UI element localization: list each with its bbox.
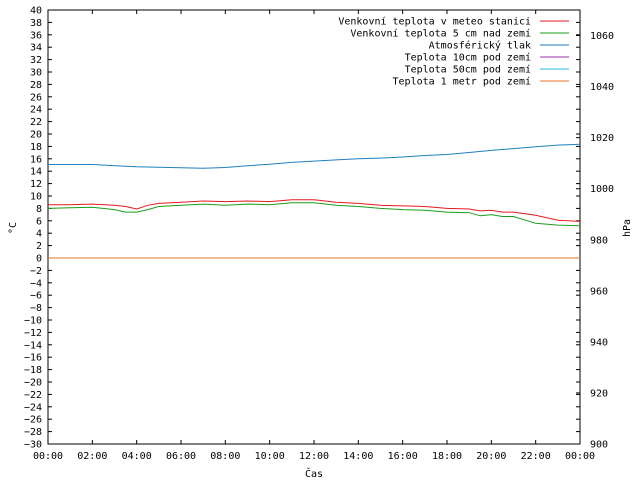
y-tick-label: −12 [24, 328, 42, 339]
y2-tick-label: 960 [590, 286, 608, 297]
y-axis-right: 900 920 940 960 980 1000 1020 1040 1060 [576, 31, 614, 451]
y-tick-label: 36 [30, 30, 42, 41]
y-tick-label: 14 [30, 167, 42, 178]
x-tick-label: 14:00 [343, 451, 373, 462]
legend: Venkovní teplota v meteo staniciVenkovní… [338, 16, 569, 88]
legend-label: Atmosférický tlak [429, 40, 531, 52]
y-tick-label: −20 [24, 378, 42, 389]
y-tick-label: 20 [30, 130, 42, 141]
y2-tick-label: 1000 [590, 184, 614, 195]
y-tick-label: 4 [36, 229, 42, 240]
y-tick-label: 28 [30, 80, 42, 91]
y-tick-label: 2 [36, 241, 42, 252]
x-tick-label: 04:00 [122, 451, 152, 462]
y-axis-left: −30−28−26−24−22−20−18−16−14−12−10−8−6−4−… [24, 6, 580, 451]
y-tick-label: −18 [24, 365, 42, 376]
y-axis-label: °C [8, 222, 19, 234]
x-tick-label: 00:00 [33, 451, 63, 462]
series-line-0 [48, 199, 581, 222]
y-tick-label: −2 [30, 266, 42, 277]
x-tick-label: 06:00 [166, 451, 196, 462]
series-lines [47, 143, 581, 259]
x-tick-label: 02:00 [77, 451, 107, 462]
legend-label: Venkovní teplota v meteo stanici [338, 16, 531, 28]
y-tick-label: −30 [24, 440, 42, 451]
x-tick-label: 22:00 [521, 451, 551, 462]
y-tick-label: −24 [24, 402, 42, 413]
y-tick-label: 38 [30, 18, 42, 29]
y-tick-label: 40 [30, 6, 42, 17]
x-axis: 00:00 02:00 04:00 06:00 08:00 10:00 12:00 14:00… [33, 10, 595, 462]
y-tick-label: −28 [24, 427, 42, 438]
y-tick-label: −14 [24, 340, 42, 351]
y2-tick-label: 1060 [590, 31, 614, 42]
y-tick-label: 10 [30, 192, 42, 203]
y2-tick-label: 900 [590, 440, 608, 451]
x-tick-label: 08:00 [210, 451, 240, 462]
y-tick-label: −10 [24, 316, 42, 327]
y2-tick-label: 1020 [590, 133, 614, 144]
legend-label: Teplota 50cm pod zemí [405, 64, 531, 76]
y-tick-label: 18 [30, 142, 42, 153]
y2-tick-label: 940 [590, 337, 608, 348]
y2-tick-label: 980 [590, 235, 608, 246]
y-tick-label: 24 [30, 105, 42, 116]
y-tick-label: −6 [30, 291, 42, 302]
y-tick-label: 30 [30, 68, 42, 79]
series-line-2 [48, 143, 581, 169]
y-tick-label: −16 [24, 353, 42, 364]
x-tick-label: 10:00 [255, 451, 285, 462]
x-tick-label: 20:00 [476, 451, 506, 462]
x-tick-label: 18:00 [432, 451, 462, 462]
y2-tick-label: 920 [590, 388, 608, 399]
y2-axis-label: hPa [622, 219, 633, 237]
y-tick-label: 22 [30, 117, 42, 128]
y-tick-label: 6 [36, 216, 42, 227]
y-tick-label: 8 [36, 204, 42, 215]
y-tick-label: 12 [30, 179, 42, 190]
y-tick-label: 34 [30, 43, 42, 54]
legend-label: Teplota 10cm pod zemí [405, 52, 531, 64]
y-tick-label: −26 [24, 415, 42, 426]
legend-label: Teplota 1 metr pod zemí [393, 76, 531, 88]
y-tick-label: 0 [36, 254, 42, 265]
series-line-1 [47, 202, 581, 227]
x-tick-label: 00:00 [565, 451, 595, 462]
y-tick-label: 32 [30, 55, 42, 66]
y-tick-label: −8 [30, 303, 42, 314]
x-axis-label: Čas [305, 467, 323, 480]
y-tick-label: −4 [30, 278, 42, 289]
y-tick-label: 26 [30, 92, 42, 103]
y-tick-label: −22 [24, 390, 42, 401]
x-tick-label: 16:00 [388, 451, 418, 462]
legend-label: Venkovní teplota 5 cm nad zemí [350, 28, 531, 40]
y2-tick-label: 1040 [590, 82, 614, 93]
y-tick-label: 16 [30, 154, 42, 165]
x-tick-label: 12:00 [299, 451, 329, 462]
